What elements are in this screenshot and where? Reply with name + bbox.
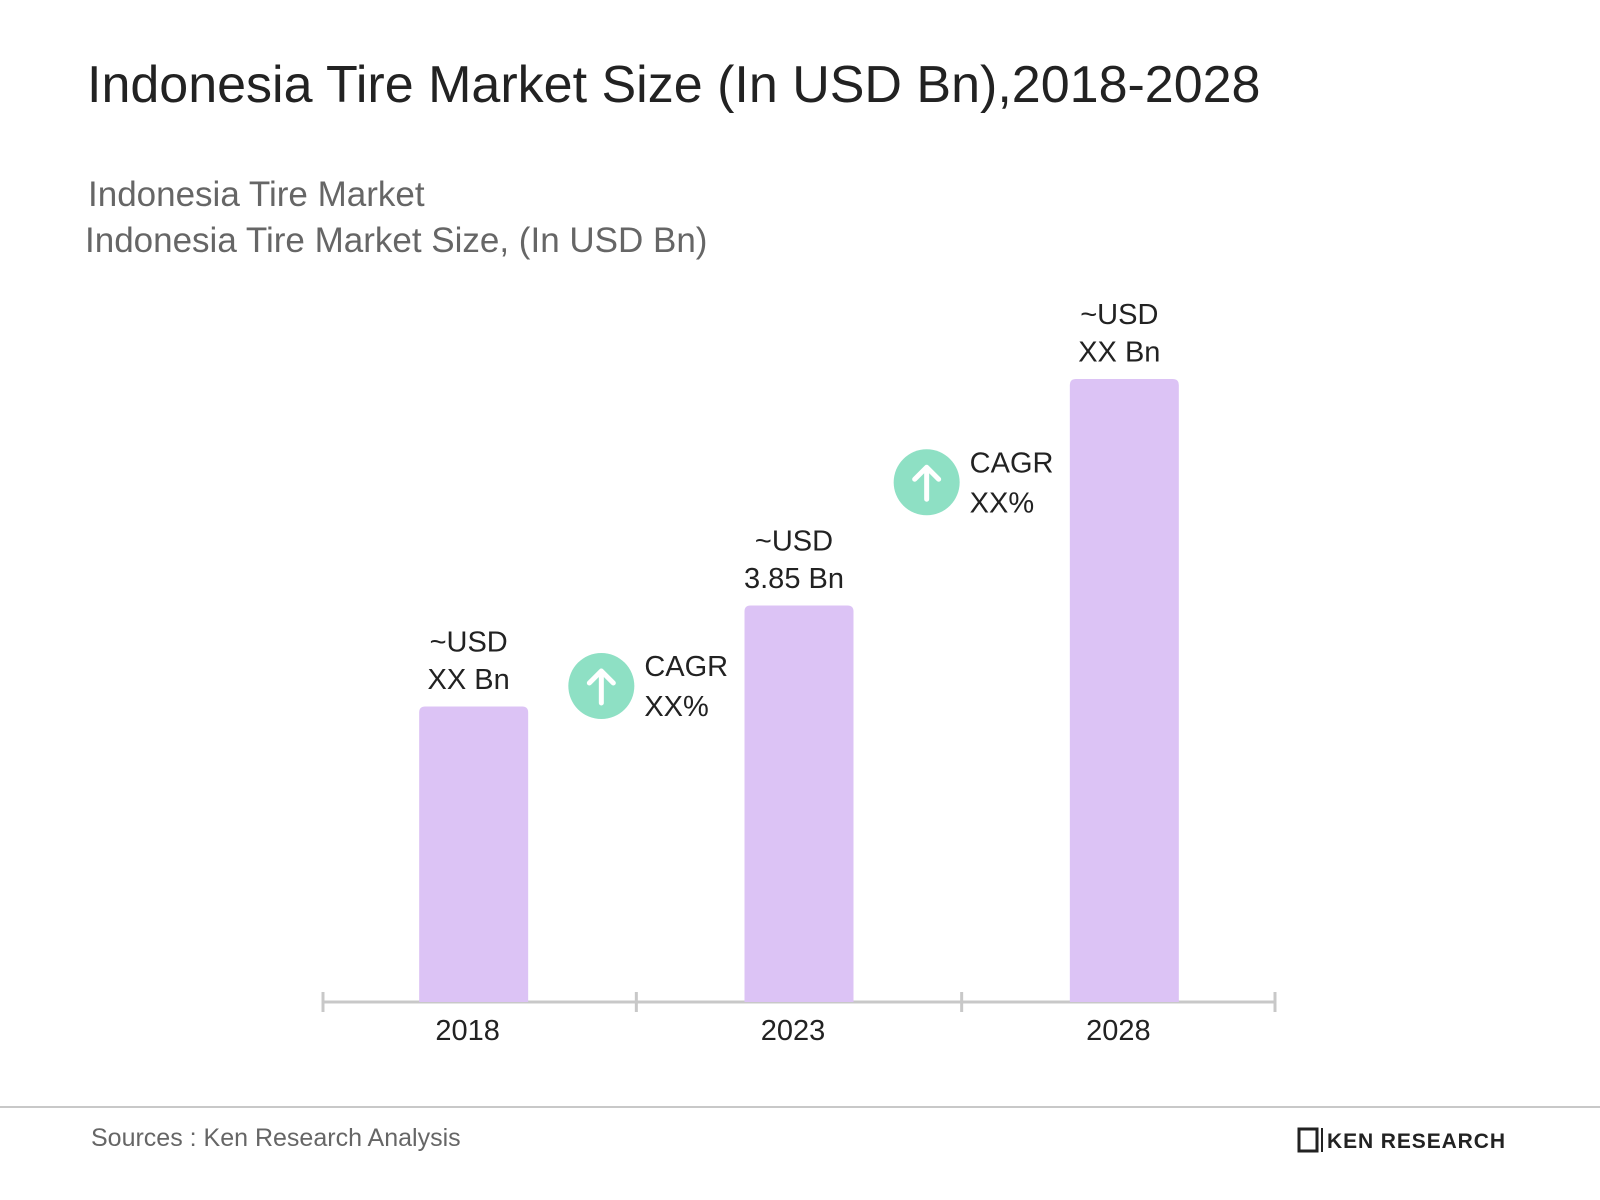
cagr-label: CAGR [970,447,1054,479]
x-tick-label: 2028 [1086,1015,1151,1047]
value-label: ~USD XX Bn [1078,299,1160,369]
logo-text: KEN RESEARCH [1327,1130,1505,1153]
cagr-arrow [586,668,616,706]
chart-subtitle: Indonesia Tire Market [88,175,425,214]
source: Sources : Ken Research Analysis [91,1124,461,1152]
cagr-annotation: CAGR XX% [568,651,728,723]
value-label: ~USD 3.85 Bn [744,526,844,596]
cagr-value: XX% [644,691,708,723]
value-label: ~USD XX Bn [428,626,510,696]
x-tick-label: 2018 [435,1015,500,1047]
cagr-label: CAGR [644,651,728,683]
cagr-arrow [912,464,942,502]
cagr-annotation: CAGR XX% [893,447,1054,519]
bar [1069,379,1179,1002]
chart-title: Indonesia Tire Market Size (In USD Bn),2… [87,56,1260,114]
cagr-value: XX% [970,487,1034,519]
chart-subtitle: Indonesia Tire Market Size, (In USD Bn) [85,221,707,260]
bar [744,605,854,1002]
logo: KEN RESEARCH [1297,1127,1505,1153]
x-tick-label: 2023 [761,1015,826,1047]
bar [419,706,529,1002]
logo-icon [1297,1127,1319,1153]
